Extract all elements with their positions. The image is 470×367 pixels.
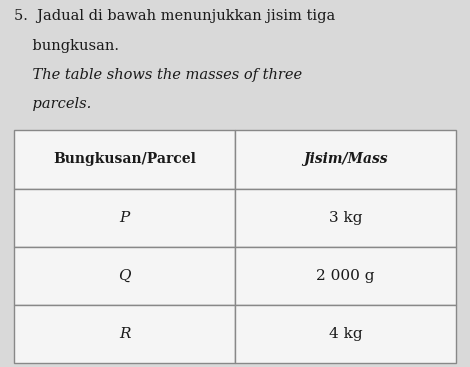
Text: Bungkusan/Parcel: Bungkusan/Parcel — [53, 152, 196, 166]
Text: Q: Q — [118, 269, 131, 283]
Bar — [14, 130, 235, 189]
Text: P: P — [119, 211, 130, 225]
Bar — [235, 247, 456, 305]
Text: The table shows the masses of three: The table shows the masses of three — [14, 68, 302, 82]
Bar — [14, 305, 235, 363]
Bar — [14, 189, 235, 247]
Text: 5.  Jadual di bawah menunjukkan jisim tiga: 5. Jadual di bawah menunjukkan jisim tig… — [14, 9, 336, 23]
Text: bungkusan.: bungkusan. — [14, 39, 119, 52]
Text: 3 kg: 3 kg — [329, 211, 362, 225]
Bar — [235, 130, 456, 189]
Text: R: R — [119, 327, 130, 341]
Text: parcels.: parcels. — [14, 97, 91, 111]
Text: Jisim/Mass: Jisim/Mass — [303, 152, 388, 166]
Text: 2 000 g: 2 000 g — [316, 269, 375, 283]
Bar — [14, 247, 235, 305]
Bar — [235, 305, 456, 363]
Text: 4 kg: 4 kg — [329, 327, 362, 341]
Bar — [235, 189, 456, 247]
